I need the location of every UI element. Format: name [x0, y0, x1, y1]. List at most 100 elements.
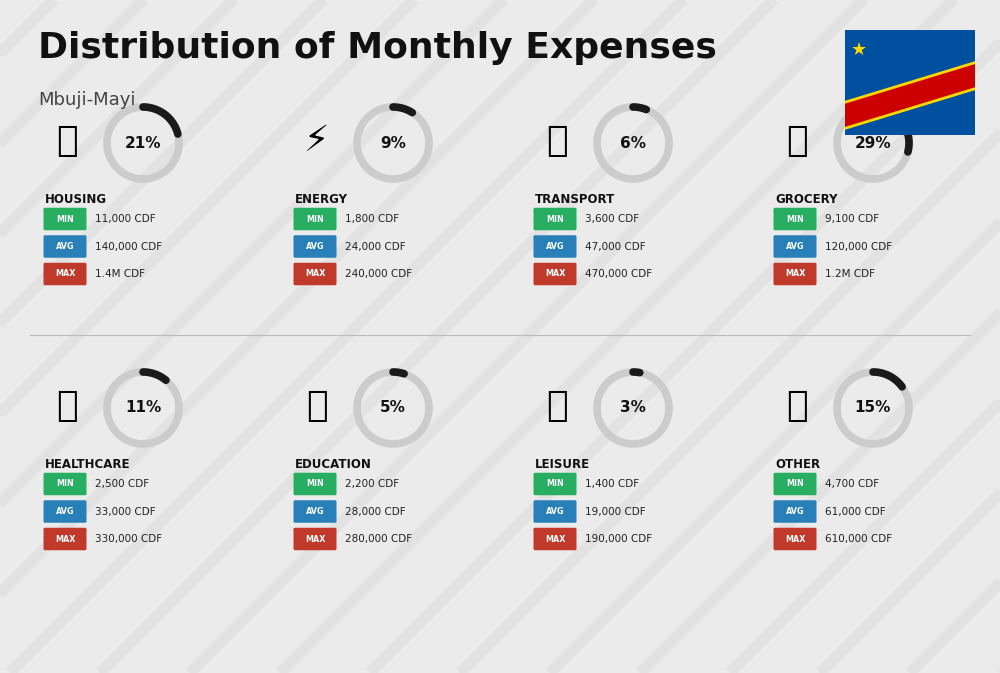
Text: MAX: MAX	[785, 269, 805, 279]
FancyBboxPatch shape	[294, 528, 336, 551]
Text: 💰: 💰	[786, 389, 808, 423]
FancyBboxPatch shape	[774, 262, 817, 285]
Text: ★: ★	[851, 41, 867, 59]
Text: 2,500 CDF: 2,500 CDF	[95, 479, 149, 489]
Text: 6%: 6%	[620, 135, 646, 151]
Text: 21%: 21%	[125, 135, 161, 151]
Text: 1,400 CDF: 1,400 CDF	[585, 479, 639, 489]
Text: MAX: MAX	[55, 269, 75, 279]
Text: EDUCATION: EDUCATION	[295, 458, 372, 471]
FancyBboxPatch shape	[774, 472, 817, 495]
FancyBboxPatch shape	[44, 262, 87, 285]
Text: MIN: MIN	[306, 479, 324, 489]
Text: 120,000 CDF: 120,000 CDF	[825, 242, 892, 252]
FancyBboxPatch shape	[774, 528, 817, 551]
Text: MIN: MIN	[56, 215, 74, 223]
Text: ENERGY: ENERGY	[295, 193, 348, 206]
FancyBboxPatch shape	[534, 528, 576, 551]
Text: HOUSING: HOUSING	[45, 193, 107, 206]
Text: Mbuji-Mayi: Mbuji-Mayi	[38, 91, 136, 109]
Text: 240,000 CDF: 240,000 CDF	[345, 269, 412, 279]
Text: 1,800 CDF: 1,800 CDF	[345, 214, 399, 224]
Text: MAX: MAX	[785, 534, 805, 544]
Polygon shape	[845, 63, 975, 129]
Text: LEISURE: LEISURE	[535, 458, 590, 471]
Text: HEALTHCARE: HEALTHCARE	[45, 458, 130, 471]
Text: MIN: MIN	[306, 215, 324, 223]
FancyBboxPatch shape	[534, 262, 576, 285]
Text: 🛍: 🛍	[546, 389, 568, 423]
Text: MAX: MAX	[545, 534, 565, 544]
Text: 5%: 5%	[380, 400, 406, 415]
Text: 3,600 CDF: 3,600 CDF	[585, 214, 639, 224]
FancyBboxPatch shape	[774, 208, 817, 230]
Text: AVG: AVG	[546, 242, 564, 251]
Text: 🎓: 🎓	[306, 389, 328, 423]
Text: 15%: 15%	[855, 400, 891, 415]
Text: 3%: 3%	[620, 400, 646, 415]
FancyBboxPatch shape	[44, 236, 87, 258]
Text: 🚌: 🚌	[546, 124, 568, 158]
Text: MAX: MAX	[55, 534, 75, 544]
Text: MAX: MAX	[305, 269, 325, 279]
Text: GROCERY: GROCERY	[775, 193, 838, 206]
Text: AVG: AVG	[306, 507, 324, 516]
Text: Distribution of Monthly Expenses: Distribution of Monthly Expenses	[38, 31, 717, 65]
Text: AVG: AVG	[56, 507, 74, 516]
FancyBboxPatch shape	[534, 472, 576, 495]
FancyBboxPatch shape	[294, 262, 336, 285]
Text: 140,000 CDF: 140,000 CDF	[95, 242, 162, 252]
Text: 330,000 CDF: 330,000 CDF	[95, 534, 162, 544]
FancyBboxPatch shape	[534, 208, 576, 230]
Text: 470,000 CDF: 470,000 CDF	[585, 269, 652, 279]
Text: AVG: AVG	[786, 242, 804, 251]
Text: 4,700 CDF: 4,700 CDF	[825, 479, 879, 489]
Text: 💓: 💓	[56, 389, 78, 423]
FancyBboxPatch shape	[842, 27, 978, 138]
Text: MAX: MAX	[305, 534, 325, 544]
Text: 🏢: 🏢	[56, 124, 78, 158]
Text: TRANSPORT: TRANSPORT	[535, 193, 615, 206]
Text: MAX: MAX	[545, 269, 565, 279]
Text: 19,000 CDF: 19,000 CDF	[585, 507, 646, 516]
Text: MIN: MIN	[786, 215, 804, 223]
FancyBboxPatch shape	[534, 236, 576, 258]
Text: AVG: AVG	[546, 507, 564, 516]
Text: 29%: 29%	[855, 135, 891, 151]
FancyBboxPatch shape	[44, 208, 87, 230]
Text: 1.2M CDF: 1.2M CDF	[825, 269, 875, 279]
Text: 190,000 CDF: 190,000 CDF	[585, 534, 652, 544]
Text: AVG: AVG	[786, 507, 804, 516]
FancyBboxPatch shape	[44, 528, 87, 551]
Text: AVG: AVG	[56, 242, 74, 251]
Text: 610,000 CDF: 610,000 CDF	[825, 534, 892, 544]
Text: 24,000 CDF: 24,000 CDF	[345, 242, 406, 252]
Text: 9%: 9%	[380, 135, 406, 151]
Text: 🛒: 🛒	[786, 124, 808, 158]
Text: 2,200 CDF: 2,200 CDF	[345, 479, 399, 489]
Text: 61,000 CDF: 61,000 CDF	[825, 507, 886, 516]
Text: OTHER: OTHER	[775, 458, 820, 471]
Text: MIN: MIN	[786, 479, 804, 489]
Text: ⚡: ⚡	[304, 124, 330, 158]
Text: 11%: 11%	[125, 400, 161, 415]
Text: 1.4M CDF: 1.4M CDF	[95, 269, 145, 279]
FancyBboxPatch shape	[294, 236, 336, 258]
Text: 47,000 CDF: 47,000 CDF	[585, 242, 646, 252]
FancyBboxPatch shape	[294, 500, 336, 523]
FancyBboxPatch shape	[774, 500, 817, 523]
FancyBboxPatch shape	[294, 208, 336, 230]
Text: 28,000 CDF: 28,000 CDF	[345, 507, 406, 516]
Text: 280,000 CDF: 280,000 CDF	[345, 534, 412, 544]
FancyBboxPatch shape	[774, 236, 817, 258]
FancyBboxPatch shape	[44, 472, 87, 495]
FancyBboxPatch shape	[44, 500, 87, 523]
Text: 33,000 CDF: 33,000 CDF	[95, 507, 156, 516]
FancyBboxPatch shape	[294, 472, 336, 495]
Text: MIN: MIN	[546, 215, 564, 223]
FancyBboxPatch shape	[534, 500, 576, 523]
Text: 11,000 CDF: 11,000 CDF	[95, 214, 156, 224]
Text: MIN: MIN	[56, 479, 74, 489]
Text: MIN: MIN	[546, 479, 564, 489]
Text: AVG: AVG	[306, 242, 324, 251]
